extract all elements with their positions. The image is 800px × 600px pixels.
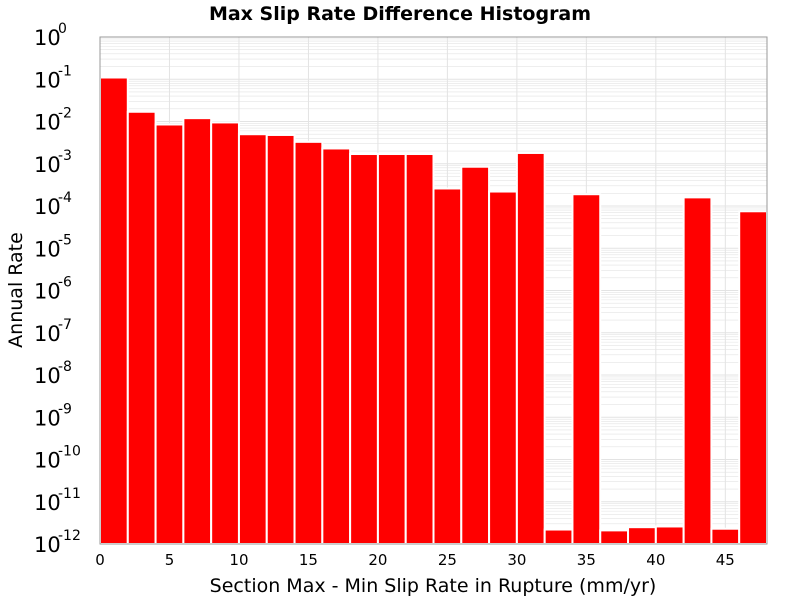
histogram-bar (210, 121, 240, 545)
y-tick-exponent: -5 (58, 232, 72, 248)
x-tick-label: 0 (95, 551, 105, 569)
y-tick-label: 10 (34, 449, 61, 473)
y-tick-label: 10 (34, 68, 61, 92)
x-tick-label: 30 (507, 551, 526, 569)
y-tick-label: 10 (34, 280, 61, 304)
histogram-bar (627, 526, 657, 545)
y-tick-exponent: -8 (58, 359, 72, 375)
bar-group (99, 76, 768, 546)
y-tick-exponent: -9 (58, 401, 72, 417)
histogram-bar (488, 190, 518, 545)
histogram-bar (293, 140, 324, 546)
y-tick-label: 10 (34, 153, 61, 177)
y-tick-labels: 10010-110-210-310-410-510-610-710-810-91… (34, 21, 81, 557)
x-tick-label: 20 (368, 551, 387, 569)
histogram-bar (349, 153, 379, 546)
y-tick-label: 10 (34, 406, 61, 430)
y-tick-exponent: 0 (58, 21, 67, 37)
histogram-bar (515, 151, 546, 546)
y-tick-label: 10 (34, 322, 61, 346)
y-tick-label: 10 (34, 111, 61, 135)
histogram-bar (126, 110, 157, 546)
histogram-bar (543, 528, 574, 546)
y-tick-exponent: -12 (58, 528, 81, 544)
y-tick-label: 10 (34, 491, 61, 515)
histogram-bar (682, 196, 713, 545)
x-axis-label: Section Max - Min Slip Rate in Rupture (… (210, 575, 657, 597)
x-tick-label: 45 (716, 551, 735, 569)
histogram-bar (154, 123, 185, 545)
y-axis-label: Annual Rate (5, 232, 27, 348)
x-tick-label: 10 (229, 551, 248, 569)
x-tick-labels: 0 5 10 15 20 25 30 35 40 45 (95, 551, 735, 569)
y-tick-label: 10 (34, 364, 61, 388)
y-tick-exponent: -10 (58, 444, 81, 460)
y-tick-exponent: -4 (58, 190, 72, 206)
y-tick-exponent: -2 (58, 106, 72, 122)
histogram-bar (432, 187, 463, 545)
x-tick-label: 5 (165, 551, 175, 569)
y-tick-label: 10 (34, 26, 61, 50)
histogram-bar (265, 133, 296, 545)
histogram-bar (376, 153, 407, 546)
y-tick-exponent: -6 (58, 275, 72, 291)
histogram-bar (182, 117, 213, 545)
x-tick-label: 35 (577, 551, 596, 569)
histogram-bar (599, 529, 630, 545)
histogram-bar (460, 165, 491, 545)
y-tick-label: 10 (34, 533, 61, 557)
chart-title: Max Slip Rate Difference Histogram (209, 3, 591, 25)
histogram-bar (321, 147, 352, 545)
histogram-bar (738, 210, 768, 545)
y-tick-exponent: -3 (58, 148, 72, 164)
y-tick-label: 10 (34, 195, 61, 219)
plot-frame (99, 36, 768, 545)
y-tick-exponent: -7 (58, 317, 72, 333)
histogram-bar (710, 527, 741, 545)
y-tick-label: 10 (34, 237, 61, 261)
x-tick-label: 15 (299, 551, 318, 569)
histogram-bar (404, 153, 435, 546)
histogram-bar (237, 133, 268, 546)
histogram-bar (654, 525, 685, 545)
histogram-bar (99, 76, 129, 545)
y-tick-exponent: -11 (58, 486, 81, 502)
histogram-bar (571, 193, 602, 545)
x-tick-label: 40 (646, 551, 665, 569)
x-tick-label: 25 (438, 551, 457, 569)
y-tick-exponent: -1 (58, 63, 72, 79)
